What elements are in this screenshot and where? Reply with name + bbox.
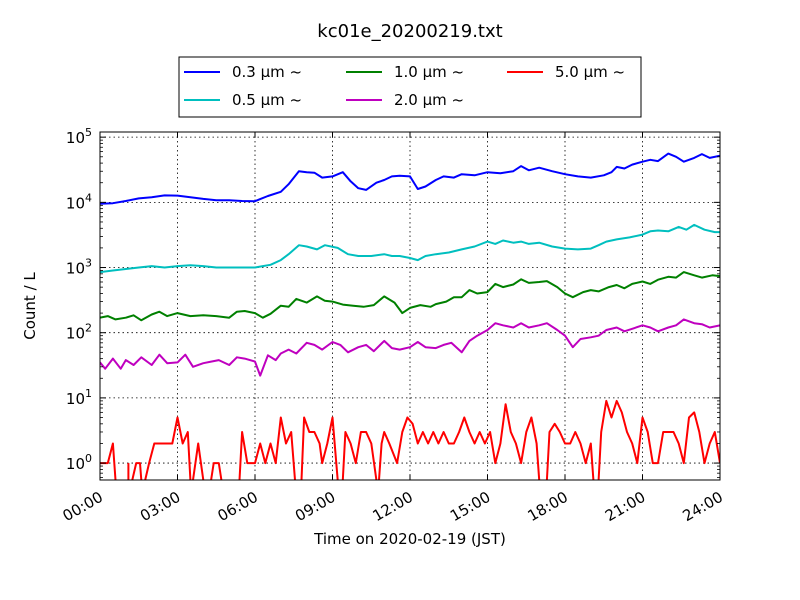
- series-line-5: [341, 431, 378, 480]
- series-line-5: [545, 422, 595, 480]
- y-tick-label: 101: [66, 387, 92, 408]
- y-tick-label: 105: [66, 126, 92, 147]
- legend-label: 0.3 μm ~: [232, 63, 302, 81]
- plot-frame: [99, 131, 721, 481]
- y-axis-label: Count / L: [21, 272, 39, 340]
- series-line-4: [100, 318, 720, 377]
- series-line-5: [100, 442, 117, 480]
- y-tick-label: 100: [66, 452, 92, 473]
- x-tick-label: 21:00: [602, 488, 648, 525]
- x-tick-label: 09:00: [292, 488, 338, 525]
- y-tick-label: 102: [66, 322, 92, 343]
- legend-label: 5.0 μm ~: [555, 63, 625, 81]
- series-line-1: [100, 152, 720, 205]
- series-line-5: [597, 399, 720, 480]
- x-tick-label: 00:00: [60, 488, 106, 525]
- series-line-5: [131, 462, 143, 480]
- legend-frame: [178, 56, 642, 118]
- series-line-2: [100, 223, 720, 274]
- y-axis: 100 101 102 103 104 105: [66, 126, 720, 478]
- chart-title: kc01e_20200219.txt: [317, 21, 502, 42]
- series-line-5: [300, 416, 339, 480]
- y-tick-label: 103: [66, 257, 92, 278]
- series-line-5: [144, 416, 192, 480]
- x-tick-label: 03:00: [137, 488, 183, 525]
- y-tick-label: 104: [66, 191, 92, 212]
- legend-label: 0.5 μm ~: [232, 91, 302, 109]
- x-tick-label: 15:00: [447, 488, 493, 525]
- x-tick-label: 24:00: [680, 488, 726, 525]
- series-line-5: [210, 462, 223, 480]
- x-tick-label: 12:00: [370, 488, 416, 525]
- legend: 0.3 μm ~ 0.5 μm ~ 1.0 μm ~ 2.0 μm ~ 5.0 μm ~: [178, 56, 642, 118]
- series-layer: [100, 152, 720, 480]
- series-line-5: [238, 416, 296, 480]
- series-line-5: [378, 403, 541, 480]
- x-tick-label: 18:00: [525, 488, 571, 525]
- series-line-3: [100, 271, 720, 322]
- x-axis: 00:00 03:00 06:00 09:00 12:00 15:00 18:00 21:00…: [60, 132, 726, 525]
- grid: [100, 132, 720, 480]
- series-line-5: [192, 442, 205, 480]
- legend-label: 1.0 μm ~: [394, 63, 464, 81]
- x-axis-label: Time on 2020-02-19 (JST): [313, 530, 506, 548]
- legend-label: 2.0 μm ~: [394, 91, 464, 109]
- x-tick-label: 06:00: [215, 488, 261, 525]
